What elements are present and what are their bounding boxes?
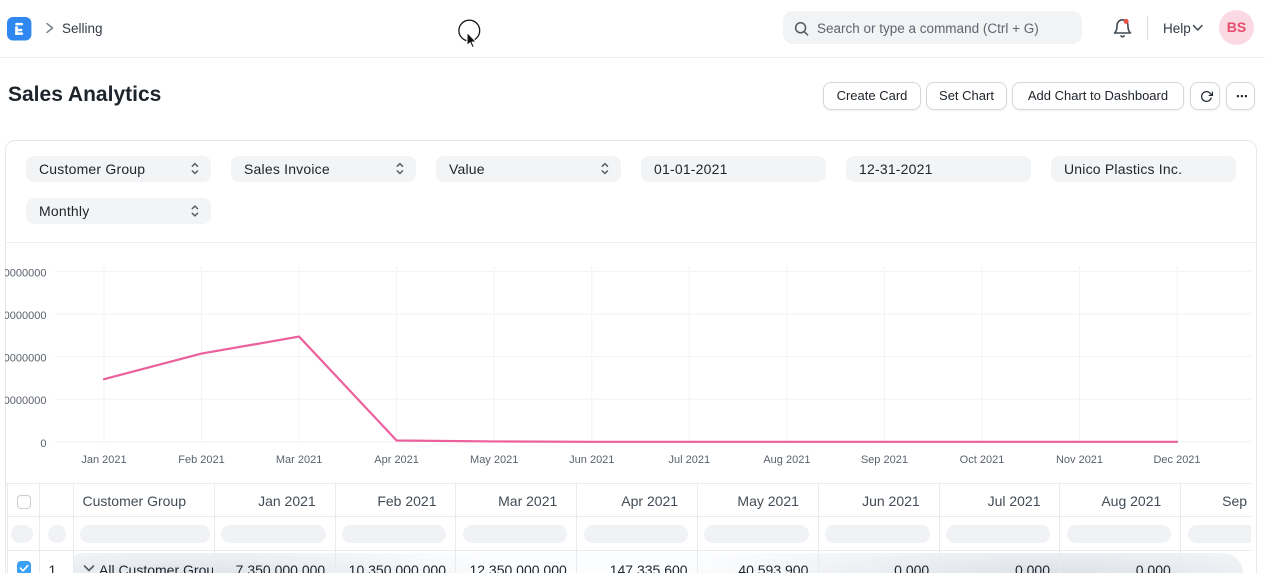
svg-text:Nov 2021: Nov 2021 — [1056, 454, 1103, 466]
svg-text:15000000000: 15000000000 — [5, 310, 47, 322]
svg-text:0: 0 — [40, 438, 46, 450]
svg-text:Feb 2021: Feb 2021 — [178, 454, 224, 466]
svg-text:Mar 2021: Mar 2021 — [276, 454, 322, 466]
svg-text:20000000000: 20000000000 — [5, 267, 47, 279]
svg-text:10000000000: 10000000000 — [5, 353, 47, 365]
svg-text:Jan 2021: Jan 2021 — [81, 454, 126, 466]
svg-text:5000000000: 5000000000 — [5, 395, 47, 407]
svg-text:Sep 2021: Sep 2021 — [861, 454, 908, 466]
svg-text:Oct 2021: Oct 2021 — [960, 454, 1005, 466]
svg-text:Apr 2021: Apr 2021 — [374, 454, 419, 466]
svg-text:Dec 2021: Dec 2021 — [1153, 454, 1200, 466]
svg-text:Jun 2021: Jun 2021 — [569, 454, 614, 466]
svg-text:Aug 2021: Aug 2021 — [763, 454, 810, 466]
svg-text:May 2021: May 2021 — [470, 454, 518, 466]
svg-text:Jul 2021: Jul 2021 — [669, 454, 711, 466]
